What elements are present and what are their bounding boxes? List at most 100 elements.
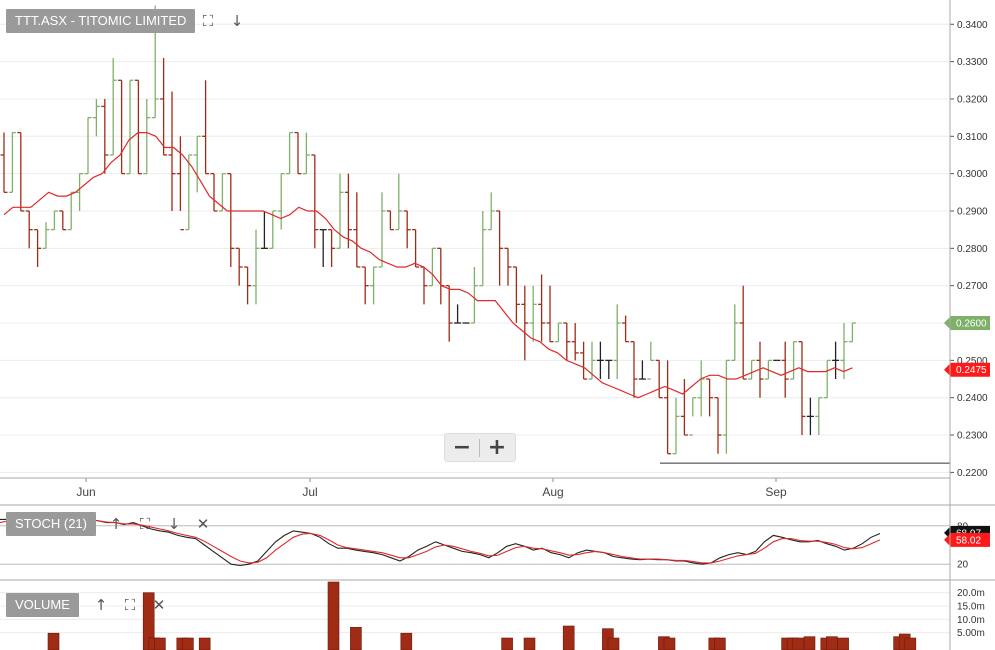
price-tick-label: 0.2200 <box>957 468 988 479</box>
stoch-d-tag: 58.02 <box>944 532 990 547</box>
price-tick-label: 0.3200 <box>957 94 988 105</box>
stoch-y-axis: 802068.9758.02 <box>944 521 990 571</box>
ohlc-bar <box>815 397 823 436</box>
ohlc-bar <box>437 247 445 305</box>
ohlc-bar <box>50 210 58 231</box>
zoom-out-button[interactable]: − <box>452 434 472 460</box>
ohlc-bar <box>655 359 663 399</box>
close-icon[interactable]: ✕ <box>196 515 210 533</box>
ohlc-bar <box>386 210 394 231</box>
volume-bar <box>562 625 575 650</box>
arrow-down-icon[interactable]: ↓ <box>230 12 244 30</box>
ohlc-bar <box>227 172 235 268</box>
ohlc-bar <box>571 323 579 361</box>
ma-value-tag: 0.2475 <box>944 362 990 377</box>
ohlc-bar <box>622 315 630 343</box>
volume-label[interactable]: VOLUME <box>6 593 79 617</box>
ohlc-bar <box>160 57 168 156</box>
ohlc-bar <box>336 173 344 249</box>
ohlc-bar <box>554 322 562 343</box>
ohlc-bar <box>529 285 537 342</box>
stoch-gridlines <box>0 525 950 565</box>
last-price-tag-shape <box>944 316 990 331</box>
ohlc-bar <box>722 359 730 454</box>
stoch-lines <box>0 517 881 567</box>
ohlc-bar <box>328 229 336 268</box>
volume-bar <box>714 637 726 650</box>
ohlc-bar <box>647 341 655 380</box>
zoom-controls: − + <box>444 433 516 462</box>
last-price-tag: 0.2600 <box>944 316 990 331</box>
volume-gridlines <box>0 592 950 634</box>
ohlc-bar <box>395 173 403 231</box>
ohlc-bar <box>479 210 487 287</box>
arrow-up-icon[interactable]: ↑ <box>94 596 108 614</box>
ohlc-bar <box>848 322 856 343</box>
ohlc-bar <box>454 304 462 324</box>
expand-icon[interactable]: ⛶ <box>124 596 136 614</box>
ohlc-bar <box>504 247 512 286</box>
ohlc-bar <box>403 210 411 249</box>
ohlc-bar <box>748 359 756 380</box>
ohlc-bar <box>445 285 453 342</box>
price-gridlines <box>0 23 950 473</box>
ohlc-bar <box>344 173 352 249</box>
ohlc-bar <box>412 229 420 268</box>
month-label: Jul <box>302 485 317 499</box>
ohlc-bar <box>168 91 176 211</box>
ohlc-bar <box>235 247 243 286</box>
ohlc-bar <box>311 154 319 249</box>
volume-bar <box>154 637 166 650</box>
symbol-label[interactable]: TTT.ASX - TITOMIC LIMITED <box>6 9 196 33</box>
ohlc-bar <box>790 341 798 380</box>
volume-bar <box>182 637 194 650</box>
ohlc-bar <box>832 341 840 380</box>
ohlc-bar <box>8 131 16 193</box>
ohlc-bar <box>806 397 814 436</box>
zoom-divider <box>479 438 480 457</box>
price-tick-label: 0.2900 <box>957 206 988 217</box>
stoch-tick-label: 20 <box>957 560 969 571</box>
ohlc-bar <box>353 192 361 268</box>
moving-average-line <box>3 132 853 399</box>
ohlc-bar <box>596 341 604 380</box>
expand-icon[interactable]: ⛶ <box>139 515 151 533</box>
ohlc-bar <box>697 360 705 417</box>
ohlc-bar <box>92 98 100 137</box>
price-tick-label: 0.3100 <box>957 132 988 143</box>
ohlc-bar <box>76 172 84 211</box>
ohlc-bar <box>277 172 285 230</box>
month-label: Sep <box>765 485 787 499</box>
ohlc-bar <box>101 98 109 174</box>
volume-bar <box>607 637 620 650</box>
price-tick-label: 0.2400 <box>957 393 988 404</box>
arrow-down-icon[interactable]: ↓ <box>167 515 181 533</box>
ohlc-bar <box>739 285 747 380</box>
ohlc-bar <box>563 322 571 361</box>
stoch-k-line <box>0 517 881 567</box>
arrow-up-icon[interactable]: ↑ <box>109 515 123 533</box>
ohlc-bar <box>176 136 184 231</box>
price-tick-label: 0.3400 <box>957 20 988 31</box>
zoom-in-button[interactable]: + <box>487 434 507 460</box>
month-label: Jun <box>76 485 95 499</box>
ohlc-bar <box>218 172 226 212</box>
expand-icon[interactable]: ⛶ <box>202 12 214 30</box>
volume-bar <box>501 637 513 650</box>
ohlc-bar <box>521 285 529 361</box>
close-icon[interactable]: ✕ <box>152 596 166 614</box>
volume-tick-label: 5.00m <box>957 628 985 639</box>
volume-y-axis: 20.0m 15.0m 10.0m 5.00m <box>957 588 985 639</box>
ohlc-bar <box>588 341 596 380</box>
x-axis-month-labels: Jun Jul Aug Sep <box>76 478 787 499</box>
volume-bar <box>826 636 838 650</box>
ohlc-bar <box>689 397 697 436</box>
ohlc-bars <box>0 5 856 455</box>
ohlc-bar <box>731 304 739 362</box>
ohlc-bar <box>118 79 126 175</box>
stoch-label[interactable]: STOCH (21) <box>6 512 96 536</box>
ohlc-bar <box>210 172 218 212</box>
ohlc-bar <box>109 57 117 156</box>
